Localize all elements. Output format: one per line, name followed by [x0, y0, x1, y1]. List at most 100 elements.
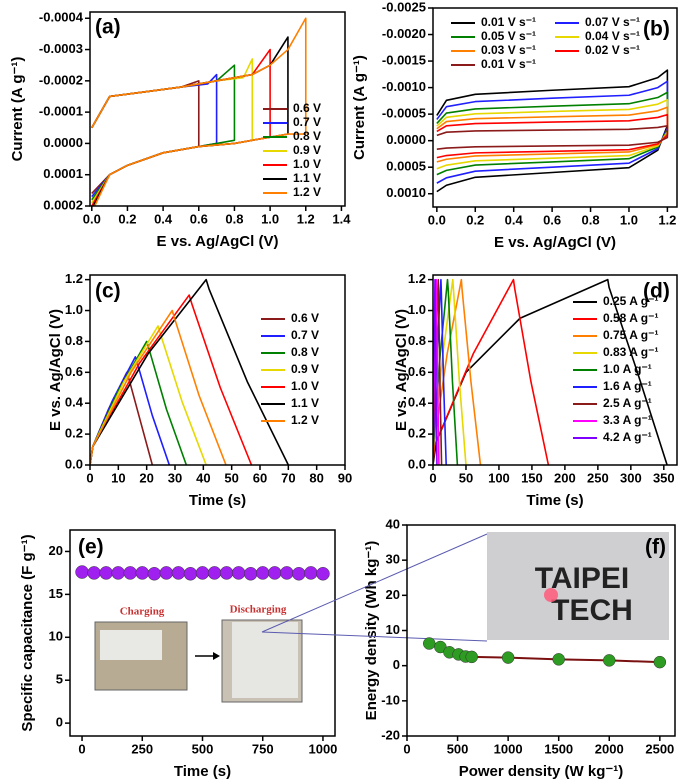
- legend-label: 1.2 V: [293, 185, 321, 199]
- y-tick-label: 0.0002: [43, 197, 83, 212]
- y-tick-label: 0.8: [408, 333, 426, 348]
- plot-frame: [406, 524, 676, 737]
- legend-label: 0.58 A g⁻¹: [603, 311, 658, 325]
- series-line: [91, 17, 307, 206]
- legend-label: 0.7 V: [291, 328, 319, 342]
- data-point: [552, 653, 565, 666]
- legend-label: 0.6 V: [293, 101, 321, 115]
- x-tick-label: 1.2: [658, 212, 676, 227]
- x-tick-label: 500: [447, 741, 469, 756]
- y-tick-label: 0.0005: [386, 159, 426, 174]
- x-axis-title: Time (s): [526, 492, 583, 509]
- y-tick-label: 15: [49, 586, 63, 601]
- x-tick-label: 300: [620, 470, 642, 485]
- y-tick-label: 0.0: [408, 456, 426, 471]
- data-point: [99, 566, 113, 580]
- y-tick-label: 0.0010: [386, 185, 426, 200]
- inset-photo: [487, 532, 669, 640]
- legend-label: 2.5 A g⁻¹: [603, 396, 652, 410]
- legend-label: 0.7 V: [293, 115, 321, 129]
- y-tick-label: 0.2: [408, 426, 426, 441]
- legend-label: 1.0 V: [293, 157, 321, 171]
- y-tick-label: 0.6: [65, 364, 83, 379]
- y-tick-label: 10: [386, 622, 400, 637]
- x-tick-label: 0: [403, 741, 410, 756]
- x-tick-label: 0.0: [428, 212, 446, 227]
- x-tick-label: 1.0: [620, 212, 638, 227]
- x-tick-label: 150: [521, 470, 543, 485]
- x-axis-title: Time (s): [174, 763, 231, 780]
- y-tick-label: -0.0005: [382, 106, 426, 121]
- x-tick-label: 10: [111, 470, 125, 485]
- data-point: [159, 566, 174, 580]
- x-axis-title: E vs. Ag/AgCl (V): [157, 233, 279, 250]
- data-point: [292, 567, 306, 581]
- x-tick-label: 2500: [645, 741, 674, 756]
- legend-label: 0.01 V s⁻¹: [481, 15, 536, 29]
- data-point: [123, 566, 137, 580]
- annotation: TECH: [551, 594, 633, 627]
- x-tick-label: 40: [196, 470, 210, 485]
- data-point: [171, 566, 186, 580]
- series-line: [91, 48, 271, 206]
- y-tick-label: 0.0: [65, 456, 83, 471]
- series-line: [91, 64, 236, 201]
- legend-label: 4.2 A g⁻¹: [603, 430, 652, 444]
- x-tick-label: 0.8: [582, 212, 600, 227]
- y-axis-title: Energy density (Wh kg⁻¹): [363, 541, 380, 721]
- y-tick-label: 1.2: [408, 271, 426, 286]
- data-point: [255, 566, 270, 580]
- x-tick-label: 250: [587, 470, 609, 485]
- y-tick-label: 0: [56, 715, 63, 730]
- panel-label: (f): [645, 536, 666, 559]
- plot-frame: [432, 7, 678, 208]
- data-point: [316, 567, 330, 581]
- y-tick-label: 10: [49, 629, 63, 644]
- panel-label: (e): [78, 536, 104, 559]
- y-tick-label: -0.0001: [39, 104, 83, 119]
- inset-photo-board: [232, 622, 298, 698]
- x-tick-label: 100: [488, 470, 510, 485]
- annotation: Discharging: [230, 604, 287, 616]
- x-tick-label: 1.0: [261, 211, 279, 226]
- data-point: [135, 566, 150, 580]
- data-point: [603, 654, 616, 667]
- y-tick-label: 0.6: [408, 364, 426, 379]
- y-tick-label: 20: [49, 543, 63, 558]
- y-tick-label: 0.4: [65, 395, 84, 410]
- y-tick-label: 0.0000: [386, 132, 426, 147]
- annotation: Charging: [120, 606, 165, 618]
- series-line: [90, 340, 188, 465]
- y-tick-label: 0.2: [65, 426, 83, 441]
- y-axis-title: Current (A g⁻¹): [9, 57, 26, 162]
- y-tick-label: 30: [386, 552, 400, 567]
- x-tick-label: 350: [653, 470, 675, 485]
- x-tick-label: 0.6: [190, 211, 208, 226]
- series-line: [436, 80, 669, 184]
- legend-label: 1.2 V: [291, 413, 319, 427]
- x-tick-label: 1.2: [297, 211, 315, 226]
- series-line: [436, 91, 669, 176]
- y-tick-label: -0.0020: [382, 26, 426, 41]
- x-axis-title: Time (s): [189, 492, 246, 509]
- x-tick-label: 1000: [494, 741, 523, 756]
- x-tick-label: 20: [139, 470, 153, 485]
- x-tick-label: 0.6: [543, 212, 561, 227]
- plot-frame: [89, 11, 346, 207]
- x-tick-label: 200: [554, 470, 576, 485]
- y-tick-label: -0.0015: [382, 53, 426, 68]
- y-tick-label: -0.0002: [39, 72, 83, 87]
- legend-label: 0.6 V: [291, 311, 319, 325]
- y-axis-title: E vs. Ag/AgCl (V): [47, 309, 64, 431]
- series-line: [90, 294, 253, 465]
- y-tick-label: 20: [386, 587, 400, 602]
- data-point: [501, 651, 515, 664]
- x-tick-label: 50: [224, 470, 238, 485]
- data-point: [304, 566, 318, 580]
- y-axis-title: Current (A g⁻¹): [351, 55, 368, 160]
- legend-label: 1.1 V: [293, 171, 321, 185]
- y-tick-label: -20: [381, 727, 400, 742]
- x-tick-label: 30: [168, 470, 182, 485]
- series-line: [433, 278, 550, 465]
- x-tick-label: 500: [192, 741, 214, 756]
